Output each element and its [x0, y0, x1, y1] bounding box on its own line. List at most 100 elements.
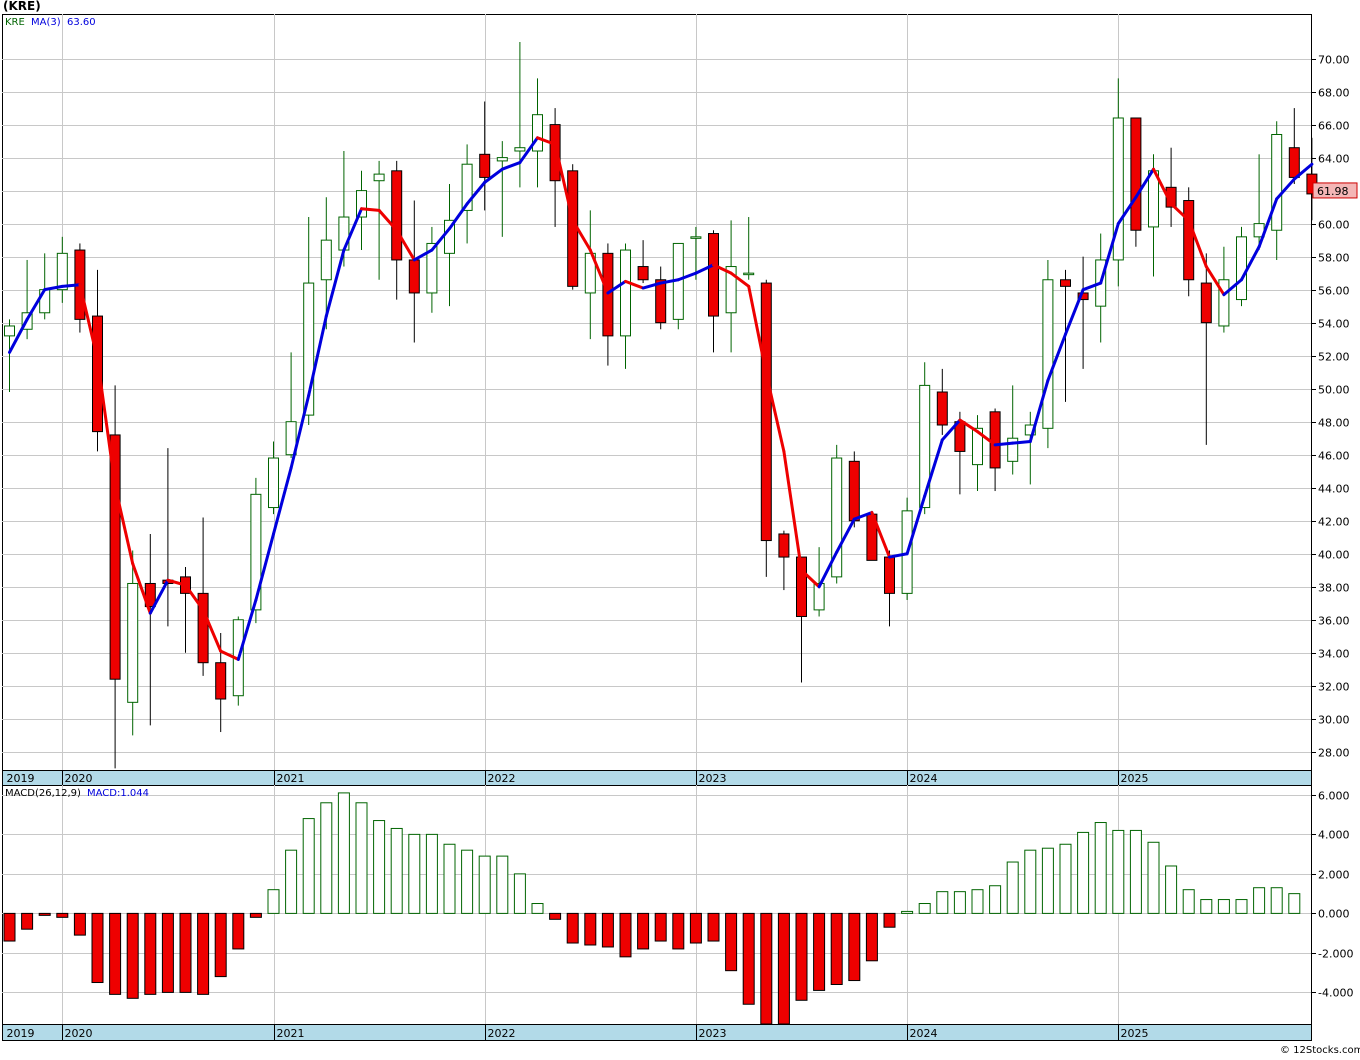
candle-up	[320, 197, 332, 330]
chart-title: (KRE)	[3, 0, 41, 13]
macd-bars	[3, 792, 1301, 1025]
macd-bar-positive	[496, 855, 509, 914]
macd-bar-positive	[1270, 887, 1283, 914]
ma3-segment	[342, 207, 363, 252]
candle-down	[197, 517, 209, 676]
ma3-segment	[1204, 265, 1226, 297]
year-label: 2019	[7, 1027, 35, 1040]
price-y-tick-label: 68.00	[1318, 87, 1350, 100]
ma3-segment	[1081, 281, 1103, 292]
ma3-segment	[905, 494, 927, 556]
macd-bar-negative	[38, 912, 51, 916]
macd-bar-positive	[425, 833, 438, 914]
macd-bar-positive	[1147, 841, 1160, 914]
ma3-segment	[641, 281, 663, 290]
macd-bar-positive	[989, 885, 1002, 914]
macd-bar-negative	[56, 912, 69, 918]
macd-bar-negative	[161, 912, 174, 993]
macd-bar-negative	[672, 912, 685, 950]
ma3-segment	[131, 562, 152, 615]
macd-bar-negative	[601, 912, 614, 948]
macd-bar-negative	[725, 912, 738, 972]
candle-up	[532, 78, 543, 188]
macd-y-tick-label: 6.000	[1318, 790, 1350, 803]
macd-bar-negative	[566, 912, 579, 944]
ma3-segment	[800, 568, 821, 589]
macd-bar-positive	[1253, 887, 1266, 914]
macd-bar-negative	[830, 912, 843, 985]
candle-up	[1007, 385, 1019, 475]
ma3-segment	[430, 227, 451, 252]
candle-up	[496, 141, 508, 237]
price-y-tick-label: 40.00	[1318, 549, 1350, 562]
macd-bar-positive	[461, 849, 474, 914]
macd-bar-positive	[355, 802, 368, 914]
candle-body	[655, 279, 667, 324]
ma3-segment	[624, 279, 645, 290]
ma3-segment	[448, 202, 469, 231]
ma3-segment	[571, 218, 592, 252]
macd-value-label: MACD:1.044	[87, 788, 149, 799]
macd-bar-positive	[1077, 831, 1090, 914]
candle-up	[4, 319, 15, 392]
candle-body	[602, 252, 614, 337]
macd-bar-positive	[1041, 847, 1054, 914]
candle-down	[479, 101, 491, 211]
candle-body	[1112, 117, 1124, 261]
macd-bar-positive	[918, 903, 931, 914]
price-y-tick-label: 46.00	[1318, 450, 1350, 463]
price-y-tick-label: 44.00	[1318, 483, 1350, 496]
ma3-segment	[360, 207, 381, 212]
ma3-segment	[96, 357, 117, 488]
ma3-segment	[500, 161, 522, 171]
macd-bar-positive	[936, 891, 949, 914]
year-label: 2023	[699, 772, 727, 785]
ma3-segment	[1257, 197, 1279, 249]
macd-y-tick-label: 4.000	[1318, 829, 1350, 842]
candle-body	[320, 239, 332, 281]
ma3-segment	[113, 484, 135, 566]
price-y-tick-label: 32.00	[1318, 681, 1350, 694]
ma3-segment	[729, 271, 751, 288]
candle-body	[989, 411, 1001, 469]
candle-body	[620, 249, 631, 337]
candle-body	[1288, 147, 1300, 178]
candle-body	[1218, 279, 1230, 327]
price-y-tick-label: 30.00	[1318, 714, 1350, 727]
ma3-segment	[1028, 378, 1050, 444]
candle-down	[637, 240, 649, 284]
candle-body	[760, 282, 772, 542]
ma3-segment	[8, 317, 29, 354]
macd-bar-positive	[302, 818, 315, 914]
ma3-segment	[324, 248, 346, 318]
macd-bar-positive	[1129, 829, 1142, 914]
macd-bar-negative	[865, 912, 878, 962]
candle-body	[1007, 437, 1019, 462]
price-y-tick-label: 70.00	[1318, 54, 1350, 67]
candle-body	[426, 242, 438, 294]
candle-down	[796, 556, 807, 683]
macd-bar-negative	[126, 912, 139, 999]
macd-bar-negative	[214, 912, 227, 978]
macd-bar-negative	[549, 912, 562, 920]
ma3-segment	[1240, 245, 1261, 282]
candle-body	[356, 190, 367, 218]
ma3-segment	[272, 466, 293, 536]
ma3-segment	[940, 418, 962, 442]
macd-bar-negative	[179, 912, 192, 993]
last-price-badge	[1312, 182, 1358, 199]
macd-bar-positive	[285, 849, 298, 914]
candle-up	[56, 236, 68, 303]
ma3-segment	[976, 430, 997, 447]
candle-body	[1060, 279, 1071, 287]
macd-bar-positive	[478, 855, 491, 914]
candle-up	[919, 362, 931, 515]
candle-up	[232, 616, 244, 706]
candles	[4, 42, 1318, 769]
ma3-segment	[166, 578, 187, 587]
ma3-segment	[78, 283, 99, 361]
candle-body	[56, 252, 68, 291]
ma3-segment	[694, 263, 715, 275]
legend-ma-label: MA(3)	[31, 17, 61, 28]
